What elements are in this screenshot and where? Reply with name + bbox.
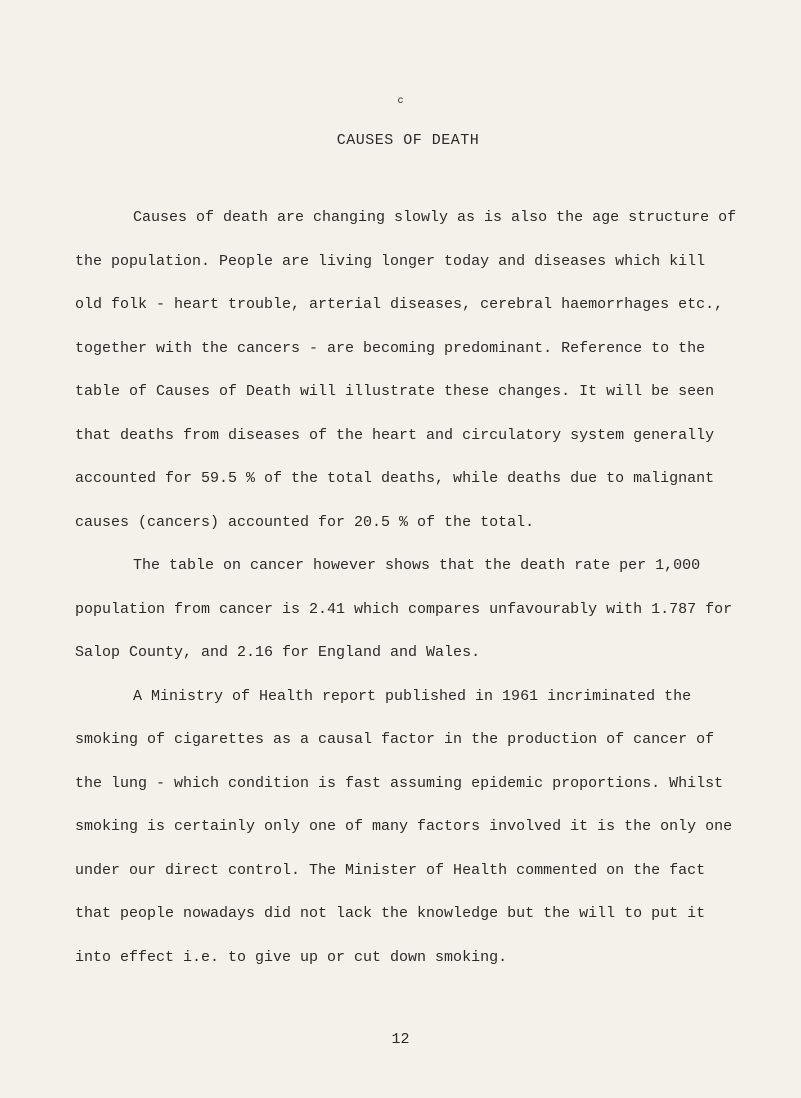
paragraph-1: Causes of death are changing slowly as i… [75,196,741,544]
page-marker: c [397,95,403,109]
document-title: CAUSES OF DEATH [75,130,741,151]
paragraph-2-text: The table on cancer however shows that t… [75,557,732,661]
paragraph-3: A Ministry of Health report published in… [75,675,741,980]
paragraph-2: The table on cancer however shows that t… [75,544,741,675]
page-number: 12 [391,1029,409,1050]
paragraph-1-text: Causes of death are changing slowly as i… [75,209,736,531]
paragraph-3-text: A Ministry of Health report published in… [75,688,732,966]
